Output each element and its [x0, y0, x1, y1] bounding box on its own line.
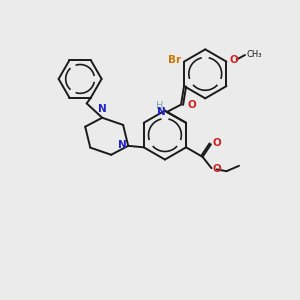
Text: Br: Br [168, 55, 181, 65]
Text: H: H [156, 100, 163, 110]
Text: CH₃: CH₃ [246, 50, 262, 59]
Text: O: O [230, 56, 238, 65]
Text: O: O [213, 164, 221, 174]
Text: O: O [187, 100, 196, 110]
Text: N: N [98, 104, 106, 114]
Text: N: N [118, 140, 127, 150]
Text: N: N [157, 107, 166, 117]
Text: O: O [212, 138, 221, 148]
